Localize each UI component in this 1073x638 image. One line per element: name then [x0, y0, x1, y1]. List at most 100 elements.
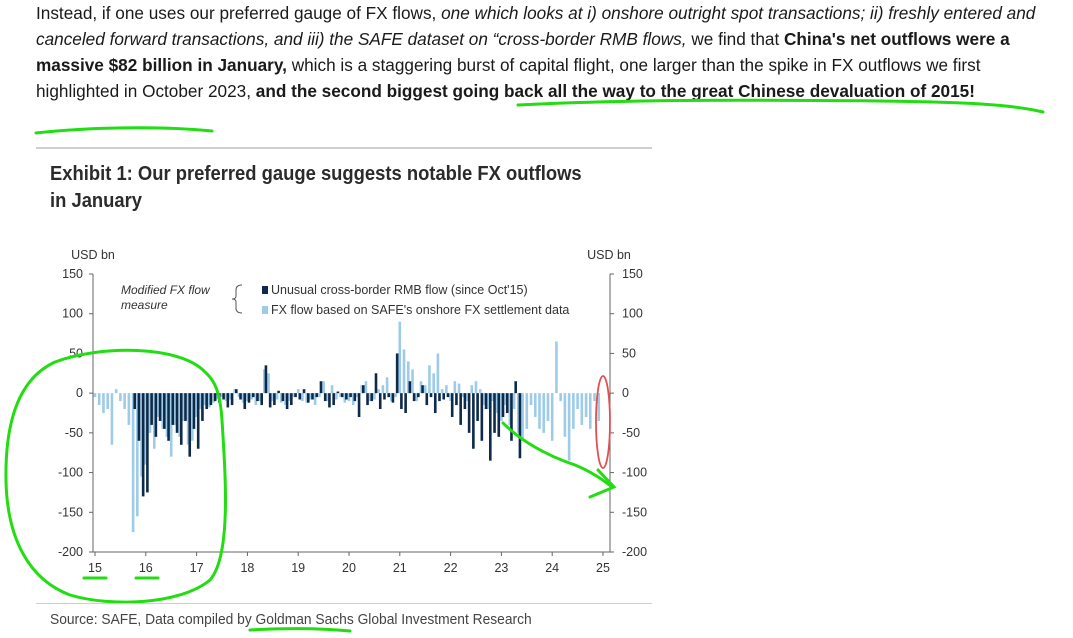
- bar-safe-fx-flow: [169, 393, 173, 457]
- y-tick-label-left: 50: [69, 346, 83, 360]
- bar-unusual-rmb-flow: [319, 381, 323, 394]
- bar-safe-fx-flow: [199, 393, 203, 410]
- x-tick-label: 19: [291, 561, 305, 575]
- bar-safe-fx-flow: [589, 393, 592, 429]
- bar-unusual-rmb-flow: [353, 393, 357, 402]
- y-tick-label-right: 50: [622, 346, 636, 360]
- bar-unusual-rmb-flow: [378, 393, 382, 410]
- bar-safe-fx-flow: [356, 393, 359, 398]
- bar-safe-fx-flow: [119, 393, 122, 402]
- bar-safe-fx-flow: [436, 353, 440, 394]
- bar-safe-fx-flow: [330, 385, 334, 394]
- bar-safe-fx-flow: [102, 393, 105, 413]
- bar-unusual-rmb-flow: [230, 393, 234, 406]
- y-tick-label-right: -100: [622, 466, 647, 480]
- bar-unusual-rmb-flow: [239, 393, 242, 400]
- bar-safe-fx-flow: [563, 393, 567, 437]
- x-tick-label: 24: [545, 561, 559, 575]
- bar-safe-fx-flow: [322, 381, 325, 394]
- source-note: Source: SAFE, Data compiled by Goldman S…: [50, 611, 532, 628]
- bar-unusual-rmb-flow: [374, 373, 378, 394]
- bar-unusual-rmb-flow: [510, 393, 513, 441]
- bar-unusual-rmb-flow: [294, 393, 297, 398]
- bar-unusual-rmb-flow: [429, 393, 433, 398]
- bar-safe-fx-flow: [347, 393, 351, 402]
- bar-safe-fx-flow: [478, 389, 482, 394]
- bar-safe-fx-flow: [377, 389, 380, 394]
- bar-unusual-rmb-flow: [201, 393, 204, 421]
- y-tick-label-left: -150: [58, 505, 83, 519]
- bar-unusual-rmb-flow: [205, 393, 208, 410]
- y-tick-label-right: -200: [622, 545, 647, 559]
- bar-safe-fx-flow: [474, 381, 478, 394]
- legend-swatch-dark: [262, 286, 268, 294]
- bar-unusual-rmb-flow: [332, 393, 335, 406]
- article-text-6: and the second biggest going back all th…: [255, 81, 975, 101]
- bar-safe-fx-flow: [432, 373, 435, 394]
- legend-label-dark: Unusual cross-border RMB flow (since Oct…: [271, 283, 528, 297]
- bar-unusual-rmb-flow: [412, 393, 416, 402]
- bar-unusual-rmb-flow: [362, 385, 365, 394]
- bar-unusual-rmb-flow: [264, 365, 268, 394]
- bar-unusual-rmb-flow: [323, 393, 327, 402]
- bar-unusual-rmb-flow: [213, 393, 217, 402]
- bar-safe-fx-flow: [296, 389, 300, 394]
- bar-safe-fx-flow: [483, 393, 486, 406]
- bar-safe-fx-flow: [305, 393, 308, 403]
- bar-safe-fx-flow: [351, 393, 355, 406]
- bar-safe-fx-flow: [398, 321, 402, 394]
- article-text-5: which is a staggering burst of capital f…: [36, 55, 981, 101]
- bar-safe-fx-flow: [453, 381, 457, 394]
- bar-unusual-rmb-flow: [480, 393, 484, 441]
- bar-safe-fx-flow: [470, 385, 474, 394]
- bar-unusual-rmb-flow: [150, 393, 153, 425]
- bar-safe-fx-flow: [415, 393, 419, 402]
- bar-safe-fx-flow: [385, 377, 389, 394]
- bar-unusual-rmb-flow: [395, 353, 399, 394]
- bar-unusual-rmb-flow: [226, 393, 230, 408]
- bar-safe-fx-flow: [229, 393, 232, 400]
- y-tick-label-left: -200: [58, 545, 83, 559]
- bar-unusual-rmb-flow: [311, 393, 314, 400]
- bar-unusual-rmb-flow: [455, 393, 458, 406]
- bar-unusual-rmb-flow: [463, 393, 467, 410]
- bar-safe-fx-flow: [487, 393, 490, 410]
- bar-unusual-rmb-flow: [476, 393, 479, 421]
- bar-safe-fx-flow: [254, 393, 258, 406]
- bar-unusual-rmb-flow: [192, 393, 196, 429]
- exhibit-bottom-rule: [36, 603, 652, 604]
- y-tick-label-right: 0: [622, 386, 629, 400]
- bar-unusual-rmb-flow: [146, 393, 149, 493]
- bar-safe-fx-flow: [559, 393, 562, 402]
- bar-safe-fx-flow: [152, 393, 156, 449]
- y-tick-label-right: -150: [622, 505, 647, 519]
- bar-safe-fx-flow: [186, 393, 190, 445]
- bar-unusual-rmb-flow: [184, 393, 187, 421]
- exhibit-top-rule: [36, 147, 652, 149]
- bar-unusual-rmb-flow: [306, 393, 310, 403]
- x-tick-label: 21: [393, 561, 407, 575]
- bar-unusual-rmb-flow: [425, 393, 429, 406]
- bar-safe-fx-flow: [136, 393, 139, 517]
- bar-unusual-rmb-flow: [222, 393, 225, 400]
- bar-safe-fx-flow: [466, 393, 469, 402]
- chart-axes: USD bn USD bn 150 150 100 100 50 50 0 0 -50 -50 -100…: [58, 248, 647, 575]
- bar-safe-fx-flow: [373, 393, 376, 400]
- bar-safe-fx-flow: [462, 393, 465, 398]
- bar-safe-fx-flow: [364, 381, 368, 394]
- bar-unusual-rmb-flow: [489, 393, 492, 461]
- y-tick-label-right: 150: [622, 267, 643, 281]
- bar-safe-fx-flow: [131, 393, 135, 533]
- bar-unusual-rmb-flow: [302, 389, 306, 394]
- bar-unusual-rmb-flow: [345, 393, 348, 400]
- bar-unusual-rmb-flow: [137, 393, 141, 441]
- bar-safe-fx-flow: [449, 393, 452, 402]
- article-text-1: Instead, if one uses our preferred gauge…: [36, 3, 442, 23]
- bar-unusual-rmb-flow: [281, 393, 285, 402]
- bar-safe-fx-flow: [220, 393, 224, 398]
- bar-safe-fx-flow: [538, 393, 541, 429]
- bar-safe-fx-flow: [512, 393, 516, 410]
- bar-unusual-rmb-flow: [501, 393, 505, 417]
- circle-2015-2017: [4, 348, 227, 604]
- bar-unusual-rmb-flow: [518, 393, 522, 459]
